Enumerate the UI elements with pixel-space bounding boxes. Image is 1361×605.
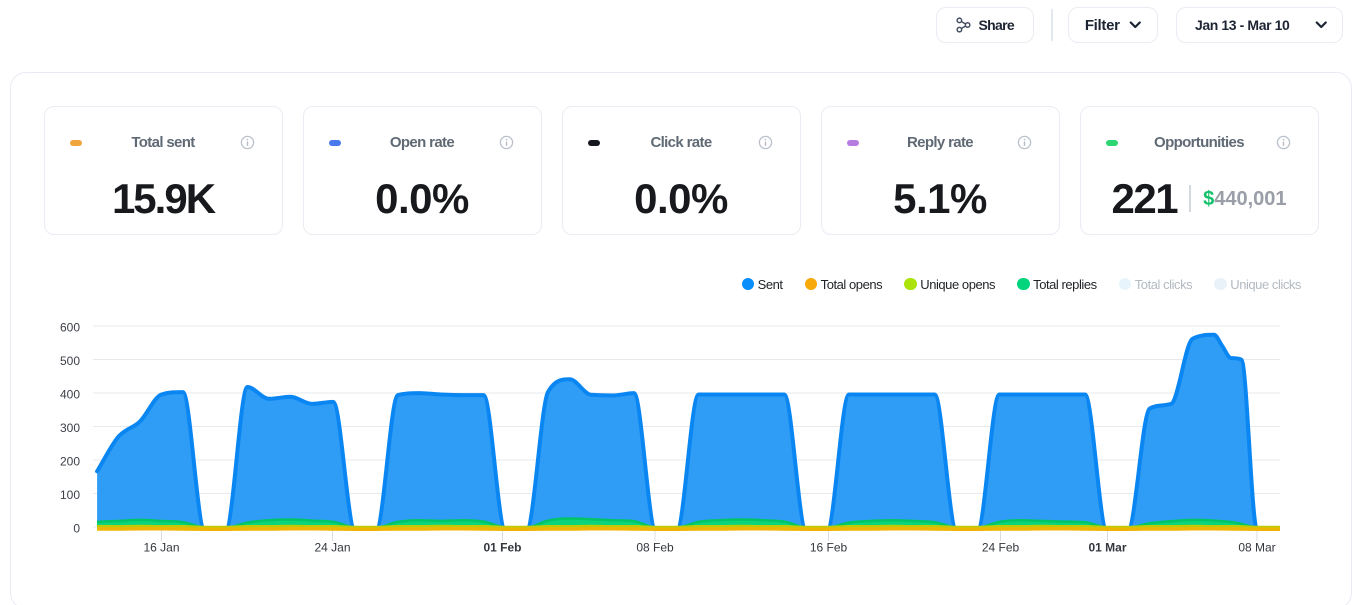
svg-text:16 Feb: 16 Feb	[810, 541, 848, 555]
svg-text:600: 600	[60, 320, 80, 334]
svg-text:01 Feb: 01 Feb	[483, 541, 521, 555]
svg-text:16 Jan: 16 Jan	[143, 541, 179, 555]
svg-text:01 Mar: 01 Mar	[1088, 541, 1126, 555]
svg-text:300: 300	[60, 421, 80, 435]
svg-text:08 Mar: 08 Mar	[1238, 541, 1275, 555]
svg-text:500: 500	[60, 354, 80, 368]
svg-text:0: 0	[73, 521, 80, 535]
svg-text:08 Feb: 08 Feb	[636, 541, 674, 555]
svg-text:200: 200	[60, 454, 80, 468]
svg-text:24 Jan: 24 Jan	[314, 541, 350, 555]
svg-text:100: 100	[60, 488, 80, 502]
svg-text:24 Feb: 24 Feb	[982, 541, 1020, 555]
svg-text:400: 400	[60, 387, 80, 401]
